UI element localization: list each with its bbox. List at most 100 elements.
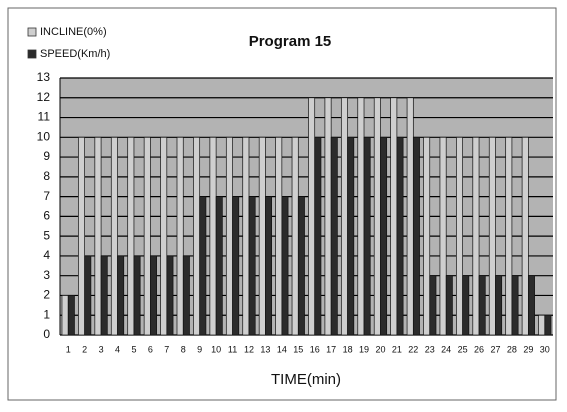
bar bbox=[472, 136, 480, 336]
bar bbox=[84, 255, 92, 336]
x-tick-label: 12 bbox=[244, 344, 254, 354]
bar bbox=[340, 97, 348, 336]
bar bbox=[495, 275, 503, 336]
x-tick-label: 5 bbox=[131, 344, 136, 354]
bar bbox=[232, 196, 240, 336]
bar bbox=[390, 97, 398, 336]
x-tick-label: 27 bbox=[490, 344, 500, 354]
y-tick-label: 1 bbox=[43, 307, 50, 321]
x-tick-label: 2 bbox=[82, 344, 87, 354]
y-tick-label: 4 bbox=[43, 248, 50, 262]
bar bbox=[488, 136, 496, 336]
bar bbox=[462, 275, 470, 336]
x-tick-label: 21 bbox=[392, 344, 402, 354]
x-tick-label: 28 bbox=[507, 344, 517, 354]
y-tick-label: 2 bbox=[43, 288, 50, 302]
bar bbox=[117, 255, 125, 336]
bar bbox=[225, 136, 233, 336]
x-tick-label: 18 bbox=[343, 344, 353, 354]
x-tick-label: 24 bbox=[441, 344, 451, 354]
x-axis-label: TIME(min) bbox=[271, 371, 341, 388]
legend-swatch bbox=[27, 49, 37, 59]
x-tick-label: 19 bbox=[359, 344, 369, 354]
bar bbox=[248, 196, 256, 336]
x-tick-label: 10 bbox=[211, 344, 221, 354]
bar bbox=[439, 136, 447, 336]
bar bbox=[456, 136, 463, 336]
bar bbox=[380, 136, 388, 336]
bar bbox=[478, 275, 486, 336]
bar bbox=[429, 275, 437, 336]
bar bbox=[61, 295, 69, 336]
x-tick-label: 25 bbox=[458, 344, 468, 354]
x-tick-label: 17 bbox=[326, 344, 336, 354]
y-tick-label: 13 bbox=[37, 70, 51, 84]
bar bbox=[297, 196, 305, 336]
y-tick-label: 9 bbox=[43, 149, 50, 163]
y-tick-label: 8 bbox=[43, 169, 50, 183]
bar bbox=[324, 97, 332, 336]
x-tick-label: 1 bbox=[66, 344, 71, 354]
bar bbox=[166, 255, 174, 336]
bar bbox=[445, 275, 453, 336]
bar bbox=[133, 255, 141, 336]
x-tick-label: 11 bbox=[228, 344, 237, 354]
bar bbox=[281, 196, 289, 336]
bar bbox=[373, 97, 381, 336]
bar bbox=[538, 314, 546, 336]
x-tick-label: 3 bbox=[99, 344, 104, 354]
bar bbox=[521, 136, 529, 336]
bar bbox=[110, 136, 118, 336]
bar bbox=[176, 136, 184, 336]
x-tick-label: 4 bbox=[115, 344, 120, 354]
x-tick-label: 9 bbox=[197, 344, 202, 354]
legend-label: SPEED(Km/h) bbox=[40, 48, 110, 60]
bar bbox=[314, 136, 322, 336]
bar bbox=[308, 97, 316, 336]
bar bbox=[505, 136, 513, 336]
bar bbox=[127, 136, 135, 336]
x-tick-label: 20 bbox=[375, 344, 385, 354]
bar bbox=[291, 136, 299, 336]
legend-label: INCLINE(0%) bbox=[40, 26, 107, 38]
y-tick-label: 0 bbox=[43, 327, 50, 341]
y-tick-label: 7 bbox=[43, 189, 50, 203]
bar bbox=[242, 136, 250, 336]
bar bbox=[275, 136, 283, 336]
x-tick-label: 23 bbox=[425, 344, 435, 354]
x-tick-label: 26 bbox=[474, 344, 484, 354]
bar bbox=[412, 136, 420, 336]
chart-title: Program 15 bbox=[249, 33, 332, 50]
x-tick-label: 16 bbox=[310, 344, 320, 354]
y-tick-label: 12 bbox=[37, 90, 51, 104]
bar bbox=[150, 255, 157, 336]
bar bbox=[78, 136, 86, 336]
bar bbox=[423, 136, 431, 336]
bar bbox=[258, 136, 266, 336]
y-tick-label: 11 bbox=[38, 110, 51, 124]
bar bbox=[396, 136, 404, 336]
bar bbox=[143, 136, 151, 336]
bar bbox=[347, 136, 355, 336]
bar bbox=[330, 136, 338, 336]
bar bbox=[193, 136, 201, 336]
x-tick-label: 15 bbox=[293, 344, 303, 354]
bar bbox=[215, 196, 223, 336]
y-tick-label: 3 bbox=[43, 268, 50, 282]
x-tick-label: 14 bbox=[277, 344, 287, 354]
bar bbox=[160, 136, 168, 336]
bar bbox=[544, 314, 552, 336]
bar bbox=[363, 136, 371, 336]
bar bbox=[209, 136, 217, 336]
x-tick-label: 30 bbox=[540, 344, 550, 354]
bar bbox=[511, 275, 519, 336]
x-tick-label: 13 bbox=[260, 344, 270, 354]
y-tick-label: 6 bbox=[43, 209, 50, 223]
y-tick-label: 10 bbox=[37, 129, 51, 143]
bar bbox=[199, 196, 207, 336]
bar bbox=[67, 295, 75, 336]
bar bbox=[265, 196, 273, 336]
plot-area bbox=[60, 78, 553, 335]
bar bbox=[100, 255, 108, 336]
